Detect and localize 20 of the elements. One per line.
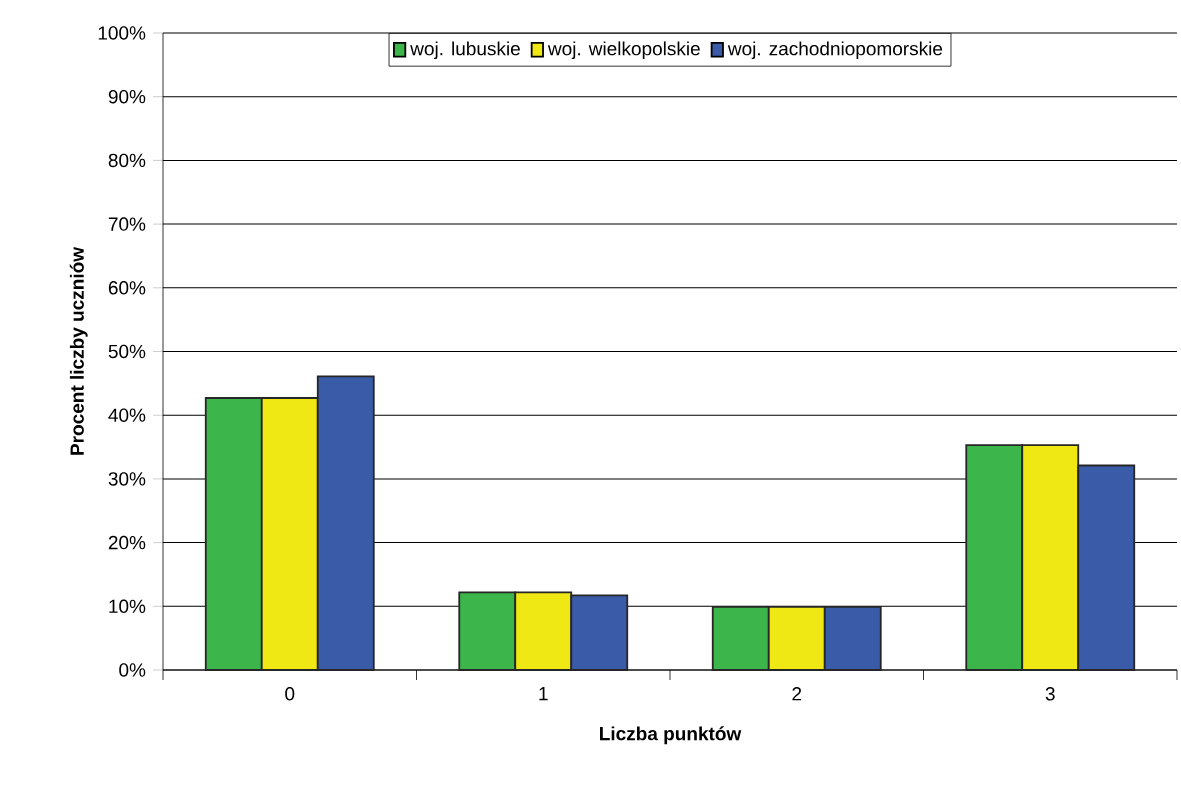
- legend-label: woj. zachodniopomorskie: [727, 41, 943, 60]
- y-tick-label: 70%: [108, 217, 146, 231]
- y-axis-title: Procent liczby uczniów: [69, 246, 88, 455]
- y-tick-label: 10%: [109, 599, 146, 614]
- y-tick-label: 60%: [108, 281, 146, 295]
- y-tick-label: 50%: [108, 344, 146, 359]
- y-tick-label: 90%: [108, 89, 146, 104]
- y-tick-label: 30%: [108, 472, 146, 486]
- y-tick-label: 20%: [108, 535, 146, 550]
- y-tick-label: 80%: [108, 153, 146, 168]
- y-tick-label: 40%: [108, 408, 146, 422]
- legend-label: woj. wielkopolskie: [547, 41, 700, 60]
- y-tick-label: 100%: [98, 26, 146, 40]
- x-tick-label: 0: [285, 687, 295, 701]
- y-tick-label: 0%: [119, 663, 146, 677]
- x-tick-label: 3: [1045, 687, 1055, 701]
- legend-label: woj. lubuskie: [410, 41, 520, 60]
- x-tick-label: 1: [539, 687, 548, 701]
- x-tick-label: 2: [792, 687, 802, 701]
- x-axis-title: Liczba punktów: [600, 726, 742, 745]
